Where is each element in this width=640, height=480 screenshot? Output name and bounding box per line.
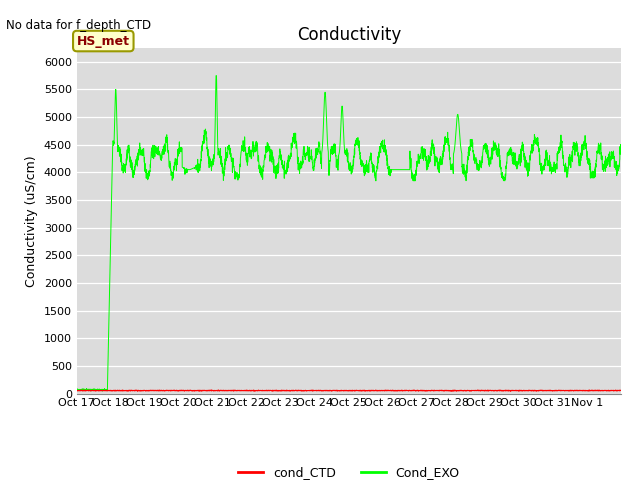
Text: HS_met: HS_met [77, 35, 130, 48]
Y-axis label: Conductivity (uS/cm): Conductivity (uS/cm) [25, 155, 38, 287]
Text: No data for f_depth_CTD: No data for f_depth_CTD [6, 19, 152, 32]
Legend: cond_CTD, Cond_EXO: cond_CTD, Cond_EXO [233, 461, 465, 480]
Title: Conductivity: Conductivity [297, 25, 401, 44]
